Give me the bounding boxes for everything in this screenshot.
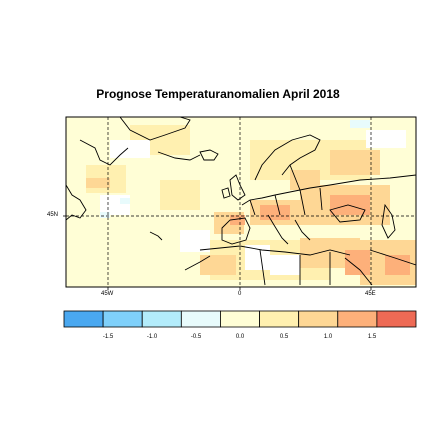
colorbar [63,310,417,328]
colorbar-label: -0.5 [190,334,202,340]
colorbar-swatch [259,310,300,328]
colorbar-swatch [63,310,104,328]
x-tick-45e: 45E [365,291,376,297]
tick-marks [63,215,372,290]
graticule [66,117,416,287]
map-title: Prognose Temperaturanomalien April 2018 [96,87,340,101]
map-frame [65,116,417,288]
colorbar-swatch [102,310,143,328]
colorbar-swatch [376,310,417,328]
colorbar-swatch [180,310,221,328]
colorbar-label: 0.0 [235,334,245,340]
colorbar-label: 0.5 [279,334,289,340]
colorbar-swatch [337,310,378,328]
colorbar-label: -1.5 [102,334,114,340]
colorbar-swatch [141,310,182,328]
coastlines [66,117,416,286]
colorbar-label: -1.0 [146,334,158,340]
anomaly-field [66,117,416,287]
y-tick-45n: 45N [47,212,59,218]
x-tick-0: 0 [238,291,242,297]
colorbar-label: 1.5 [367,334,377,340]
colorbar-swatch [298,310,339,328]
colorbar-label: 1.0 [323,334,333,340]
colorbar-swatch [220,310,260,328]
x-tick-45w: 45W [101,291,114,297]
